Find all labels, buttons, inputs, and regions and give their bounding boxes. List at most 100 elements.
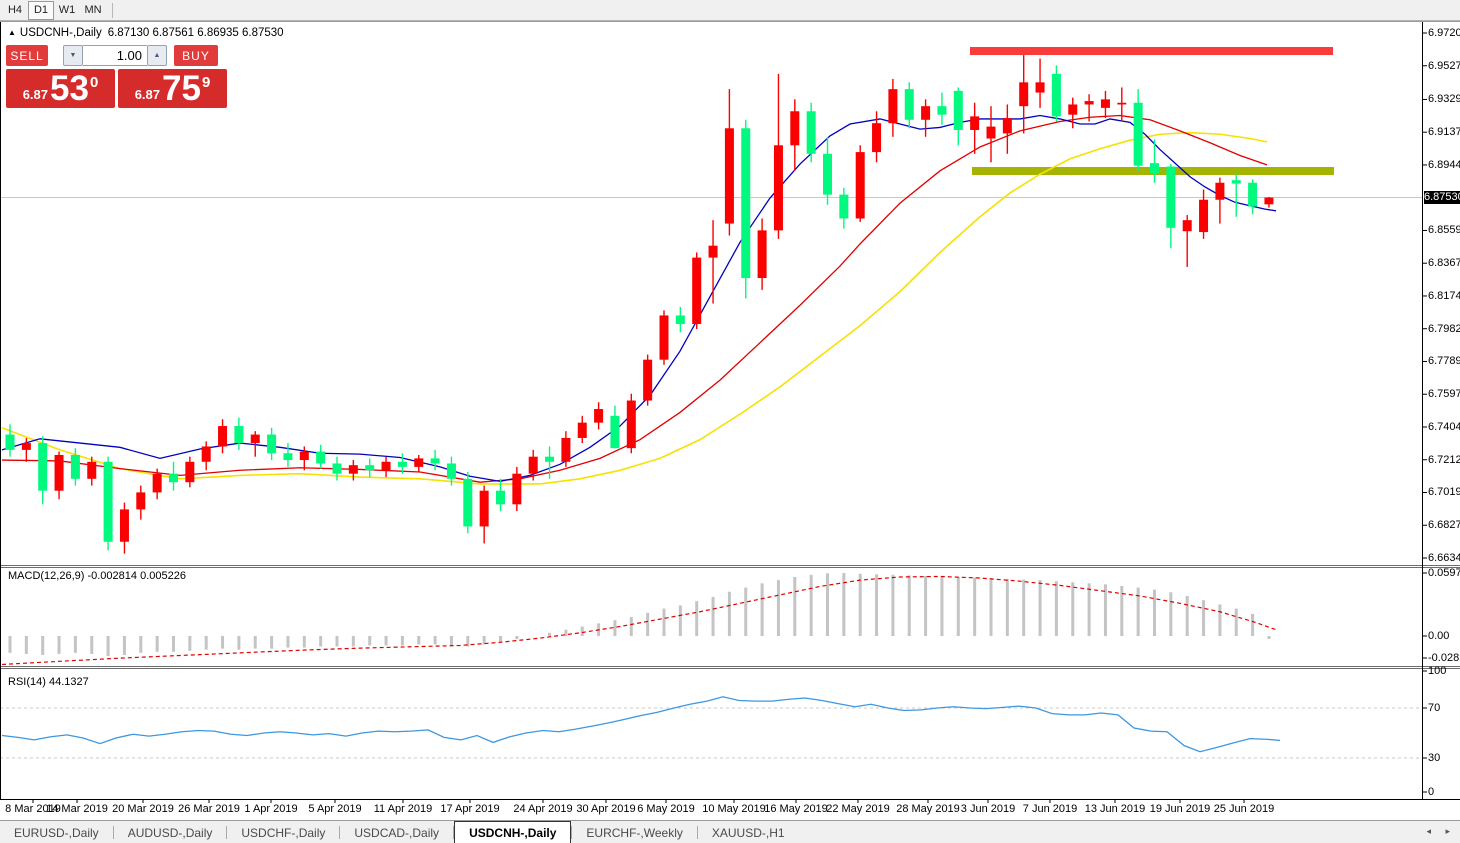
rsi-axis-label: 70 [1428, 702, 1441, 714]
candle-body [790, 111, 800, 146]
tab-separator [339, 826, 341, 839]
candle-body [921, 106, 931, 120]
date-axis-label: 13 Jun 2019 [1084, 803, 1146, 815]
candle-body [512, 473, 522, 505]
buy-button[interactable]: BUY [174, 45, 218, 66]
candle-body [692, 257, 702, 324]
sell-button[interactable]: SELL [6, 45, 48, 66]
candle-body [136, 492, 146, 510]
candle-body [855, 152, 865, 219]
candle-body [757, 230, 767, 279]
symbol-tab-bar: EURUSD-,Daily AUDUSD-,Daily USDCHF-,Daily U… [0, 820, 1460, 843]
one-click-trade-panel: SELL ▼ ▲ BUY 6.87 53 0 6.87 75 9 [6, 45, 228, 108]
ma-mid-red-line [1, 114, 1268, 483]
date-axis-label: 28 May 2019 [896, 803, 960, 815]
candle-body [5, 434, 15, 450]
sell-price-sup: 0 [89, 74, 99, 91]
candle-body [54, 454, 64, 491]
volume-input[interactable] [83, 45, 147, 66]
volume-decrease-button[interactable]: ▼ [63, 45, 83, 66]
date-axis-label: 17 Apr 2019 [440, 803, 500, 815]
candle-body [119, 509, 129, 542]
rsi-axis-label: 0 [1428, 786, 1435, 798]
candle-body [659, 315, 669, 360]
candle-body [561, 437, 571, 462]
tab-audusd-daily[interactable]: AUDUSD-,Daily [127, 825, 213, 840]
timeframe-button-w1[interactable]: W1 [58, 4, 76, 16]
price-axis-label: 6.91370 [1428, 126, 1460, 139]
date-axis-label: 3 Jun 2019 [960, 803, 1016, 815]
candle-body [397, 461, 407, 467]
tab-usdcnh-daily[interactable]: USDCNH-,Daily [454, 821, 572, 843]
candle-body [1002, 118, 1012, 134]
buy-price-sup: 9 [201, 74, 211, 91]
symbol-name: USDCNH-,Daily [19, 27, 102, 39]
price-axis-label: 6.68270 [1428, 519, 1460, 532]
price-axis-label: 6.85595 [1428, 224, 1460, 237]
macd-axis-label: -0.02816 [1428, 652, 1460, 664]
macd-signal-line [1, 575, 1277, 666]
tab-eurusd-daily[interactable]: EURUSD-,Daily [14, 825, 99, 840]
macd-axis-label: 0.059758 [1428, 567, 1460, 579]
candle-body [1084, 101, 1094, 105]
collapse-triangle-icon[interactable]: ▲ [8, 28, 16, 37]
current-price-tag: 6.87530 [1424, 191, 1460, 205]
timeframe-button-d1[interactable]: D1 [28, 0, 54, 20]
timeframe-toolbar: H4 D1 W1 MN [0, 0, 1460, 21]
candle-body [38, 443, 48, 491]
candle-body [643, 359, 653, 401]
candle-body [21, 443, 31, 450]
rsi-indicator-label: RSI(14) 44.1327 [8, 676, 89, 688]
toolbar-separator [112, 2, 113, 18]
candle-body [872, 123, 882, 153]
candle-body [528, 456, 538, 474]
tab-separator [226, 826, 228, 839]
price-axis-label: 6.72120 [1428, 453, 1460, 466]
rsi-axis-label: 100 [1428, 665, 1447, 677]
candle-body [414, 458, 424, 467]
candle-body [1068, 104, 1078, 115]
date-axis-label: 6 May 2019 [637, 803, 695, 815]
sell-price-box[interactable]: 6.87 53 0 [6, 69, 115, 108]
candle-body [741, 128, 751, 279]
buy-price-box[interactable]: 6.87 75 9 [118, 69, 227, 108]
date-axis-label: 1 Apr 2019 [244, 803, 298, 815]
candle-body [201, 446, 211, 462]
candle-body [267, 434, 277, 454]
sell-price-small: 6.87 [22, 87, 49, 102]
candle-body [496, 490, 505, 505]
date-axis-label: 26 Mar 2019 [178, 803, 240, 815]
tab-separator [696, 826, 698, 839]
rsi-line [1, 696, 1281, 753]
sell-price-big: 53 [50, 69, 89, 108]
date-axis-label: 8 Mar 2019 [5, 803, 61, 815]
candle-body [185, 461, 195, 483]
candle-body [283, 453, 293, 461]
volume-increase-button[interactable]: ▲ [147, 45, 167, 66]
candle-body [1248, 182, 1258, 207]
candle-body [970, 116, 980, 130]
date-axis-label: 14 Mar 2019 [46, 803, 108, 815]
candle-body [888, 89, 898, 124]
candle-body [724, 128, 734, 224]
candle-body [675, 315, 685, 324]
buy-price-big: 75 [162, 69, 201, 108]
candle-body [1133, 102, 1143, 166]
rsi-axis-label: 30 [1428, 752, 1441, 764]
tab-usdchf-daily[interactable]: USDCHF-,Daily [241, 825, 326, 840]
candle-body [234, 426, 244, 444]
tab-usdcad-daily[interactable]: USDCAD-,Daily [354, 825, 440, 840]
price-axis-label: 6.75970 [1428, 388, 1460, 401]
resistance-level-bar[interactable] [970, 47, 1333, 55]
candle-body [348, 465, 358, 474]
tab-eurchf-weekly[interactable]: EURCHF-,Weekly [586, 825, 683, 840]
tab-xauusd-h1[interactable]: XAUUSD-,H1 [711, 825, 785, 840]
date-axis-label: 30 Apr 2019 [576, 803, 636, 815]
timeframe-button-h4[interactable]: H4 [7, 4, 23, 16]
ma-fast-blue-line [1, 114, 1277, 483]
candle-body [152, 473, 162, 493]
tab-scroll-arrows[interactable]: ◂ ▸ [1426, 826, 1456, 836]
timeframe-button-mn[interactable]: MN [84, 4, 102, 16]
